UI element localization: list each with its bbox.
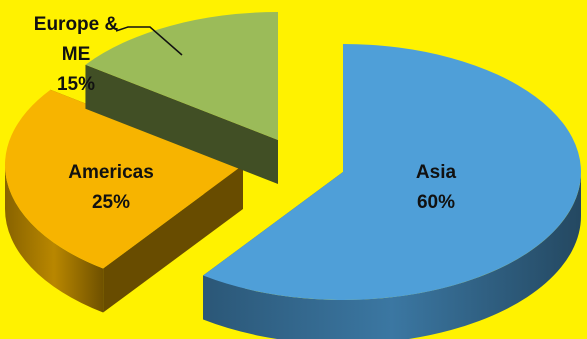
- pie-slice-americas: [5, 89, 244, 313]
- pie-slice-top: [5, 89, 243, 269]
- data-label-asia: Asia 60%: [416, 162, 457, 213]
- pie-slice-asia: [203, 44, 582, 339]
- pie-slice-top: [85, 12, 279, 140]
- pie-slice-edge: [103, 165, 243, 313]
- pie-slice-side: [203, 172, 581, 339]
- pie-slice-europe-me: [85, 12, 279, 184]
- data-label-europe-me: Europe & ME 15%: [34, 14, 119, 95]
- pie-slice-top: [203, 44, 582, 300]
- data-label-americas: Americas 25%: [68, 162, 154, 213]
- pie-slice-side: [5, 165, 104, 313]
- pie-slice-edge: [85, 64, 279, 184]
- leader-line: [115, 26, 183, 56]
